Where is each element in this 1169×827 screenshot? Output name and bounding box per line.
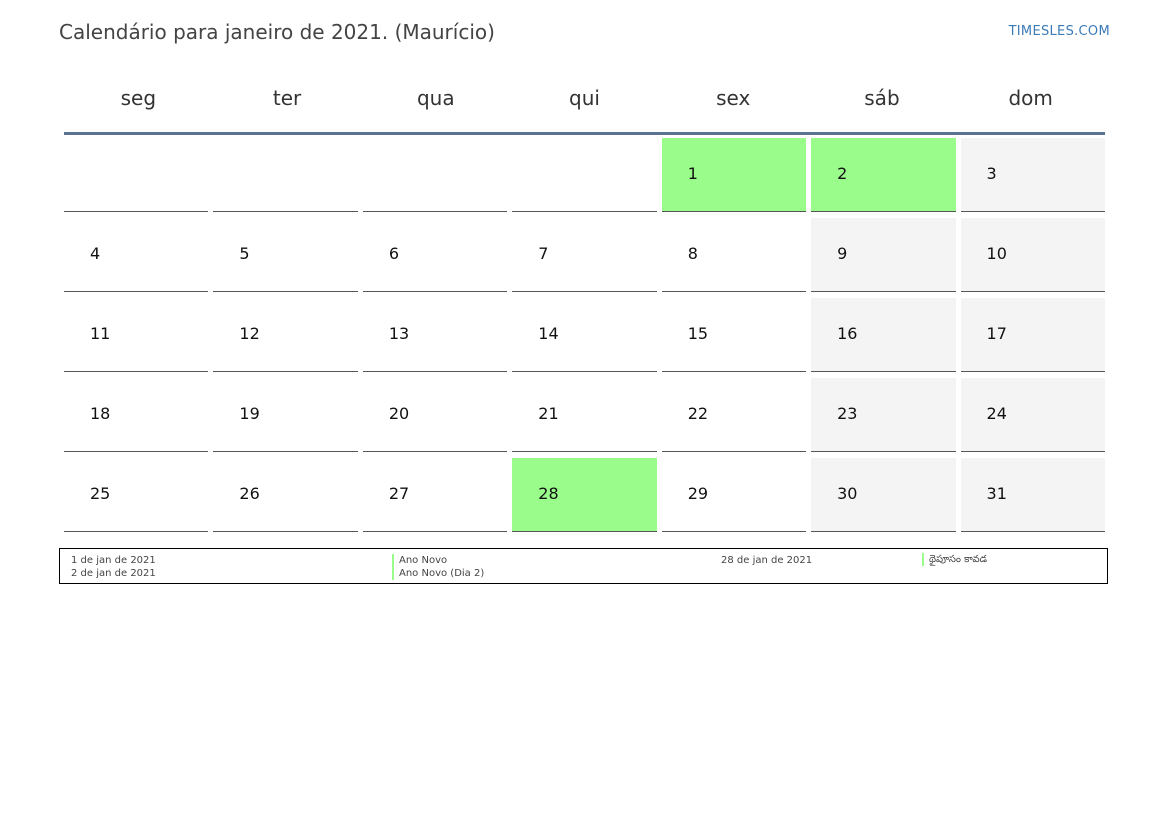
day-number: 14 bbox=[538, 324, 559, 343]
legend-names: Ano Novo Ano Novo (Dia 2) bbox=[392, 554, 484, 580]
day-cell: 11 bbox=[64, 298, 209, 372]
week-row-1: 1 2 3 bbox=[64, 138, 1105, 212]
day-cell: 27 bbox=[362, 458, 508, 532]
day-cell: 5 bbox=[213, 218, 358, 292]
day-number: 3 bbox=[986, 164, 997, 183]
day-cell-weekend: 9 bbox=[811, 218, 956, 292]
day-number: 29 bbox=[687, 484, 709, 503]
day-number: 15 bbox=[687, 324, 709, 343]
day-number: 17 bbox=[986, 324, 1007, 343]
day-number: 1 bbox=[687, 164, 698, 183]
week-row-5: 25 26 27 28 29 30 31 bbox=[64, 458, 1105, 532]
day-number: 12 bbox=[239, 324, 260, 343]
day-number: 28 bbox=[538, 484, 559, 503]
day-number: 22 bbox=[687, 404, 709, 423]
day-number: 30 bbox=[837, 484, 858, 503]
day-number: 21 bbox=[538, 404, 559, 423]
day-number: 11 bbox=[90, 324, 111, 343]
weekday-sun: dom bbox=[1008, 86, 1053, 110]
day-cell: 18 bbox=[64, 378, 209, 452]
week-row-4: 18 19 20 21 22 23 24 bbox=[64, 378, 1105, 452]
day-number: 10 bbox=[986, 244, 1007, 263]
day-number: 4 bbox=[90, 244, 101, 263]
day-number: 8 bbox=[687, 244, 698, 263]
day-cell-holiday: 1 bbox=[661, 138, 807, 212]
week-row-2: 4 5 6 7 8 9 10 bbox=[64, 218, 1105, 292]
holiday-legend: 1 de jan de 2021 2 de jan de 2021 Ano No… bbox=[59, 548, 1108, 584]
day-number: 7 bbox=[538, 244, 549, 263]
weekday-mon: seg bbox=[120, 86, 157, 110]
legend-names-2: థైపూసం కావడ bbox=[922, 553, 987, 566]
weekday-tue: ter bbox=[272, 86, 302, 110]
day-cell: 29 bbox=[661, 458, 807, 532]
day-cell-empty bbox=[213, 138, 358, 212]
day-number: 16 bbox=[837, 324, 858, 343]
day-number: 26 bbox=[239, 484, 260, 503]
site-link[interactable]: TIMESLES.COM bbox=[1008, 24, 1110, 39]
day-cell-weekend: 16 bbox=[811, 298, 956, 372]
day-number: 25 bbox=[90, 484, 111, 503]
day-cell: 26 bbox=[213, 458, 358, 532]
legend-date: 1 de jan de 2021 bbox=[71, 555, 156, 566]
day-number: 19 bbox=[239, 404, 260, 423]
day-number: 24 bbox=[986, 404, 1007, 423]
day-cell: 8 bbox=[661, 218, 807, 292]
day-cell-holiday: 28 bbox=[512, 458, 657, 532]
day-cell: 4 bbox=[64, 218, 209, 292]
day-cell-holiday: 2 bbox=[811, 138, 956, 212]
day-cell: 7 bbox=[512, 218, 657, 292]
day-number: 31 bbox=[986, 484, 1007, 503]
weekday-wed: qua bbox=[416, 86, 455, 110]
weekday-fri: sex bbox=[716, 86, 751, 110]
day-cell-weekend: 3 bbox=[960, 138, 1105, 212]
day-cell-weekend: 31 bbox=[960, 458, 1105, 532]
day-cell-empty bbox=[512, 138, 657, 212]
day-number: 18 bbox=[90, 404, 111, 423]
day-cell-weekend: 10 bbox=[960, 218, 1105, 292]
day-cell-weekend: 30 bbox=[811, 458, 956, 532]
legend-dates-2: 28 de jan de 2021 bbox=[721, 554, 812, 567]
day-cell: 6 bbox=[362, 218, 508, 292]
legend-holiday-name: Ano Novo (Dia 2) bbox=[392, 567, 484, 580]
day-number: 27 bbox=[388, 484, 410, 503]
day-cell: 13 bbox=[362, 298, 508, 372]
legend-date: 28 de jan de 2021 bbox=[721, 555, 813, 566]
day-number: 20 bbox=[388, 404, 410, 423]
day-cell: 21 bbox=[512, 378, 657, 452]
day-cell-empty bbox=[64, 138, 209, 212]
page-title: Calendário para janeiro de 2021. (Mauríc… bbox=[59, 20, 495, 44]
legend-dates: 1 de jan de 2021 2 de jan de 2021 bbox=[71, 554, 156, 580]
weekday-thu: qui bbox=[569, 86, 600, 110]
day-cell-weekend: 23 bbox=[811, 378, 956, 452]
day-cell-weekend: 17 bbox=[960, 298, 1105, 372]
day-cell: 14 bbox=[512, 298, 657, 372]
day-number: 6 bbox=[388, 244, 400, 263]
day-cell: 12 bbox=[213, 298, 358, 372]
legend-holiday-name: Ano Novo bbox=[392, 554, 484, 567]
day-cell: 20 bbox=[362, 378, 508, 452]
day-number: 23 bbox=[837, 404, 858, 423]
legend-holiday-name: థైపూసం కావడ bbox=[922, 553, 987, 566]
day-number: 9 bbox=[837, 244, 848, 263]
weekday-header: seg ter qua qui sex sáb dom bbox=[64, 62, 1105, 135]
day-number: 13 bbox=[388, 324, 410, 343]
day-number: 5 bbox=[239, 244, 250, 263]
legend-date: 2 de jan de 2021 bbox=[71, 568, 156, 579]
weekday-sat: sáb bbox=[864, 86, 900, 110]
day-cell: 15 bbox=[661, 298, 807, 372]
day-cell: 22 bbox=[661, 378, 807, 452]
day-cell-weekend: 24 bbox=[960, 378, 1105, 452]
day-cell-empty bbox=[362, 138, 508, 212]
week-row-3: 11 12 13 14 15 16 17 bbox=[64, 298, 1105, 372]
day-number: 2 bbox=[837, 164, 848, 183]
calendar-grid: seg ter qua qui sex sáb dom 1 2 3 4 5 6 … bbox=[64, 62, 1105, 532]
day-cell: 19 bbox=[213, 378, 358, 452]
day-cell: 25 bbox=[64, 458, 209, 532]
